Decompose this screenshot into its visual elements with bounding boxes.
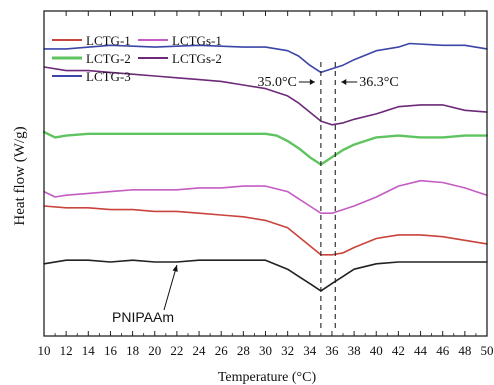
x-tick-label: 10 — [38, 343, 51, 358]
x-tick-label: 42 — [392, 343, 405, 358]
x-tick-label: 36 — [325, 343, 339, 358]
series-line-lctgs-1 — [43, 179, 488, 214]
x-tick-label: 14 — [82, 343, 96, 358]
x-tick-label: 32 — [281, 343, 294, 358]
reference-lines-group: 35.0°C 36.3°C — [257, 62, 399, 328]
series-line-lctg-2 — [42, 130, 489, 166]
legend-label-lctg-2: LCTG-2 — [86, 51, 131, 66]
x-axis-label: Temperature (°C) — [218, 370, 317, 385]
annotation-label: PNIPAAm — [112, 309, 174, 325]
x-tick-label: 26 — [215, 343, 229, 358]
series-line-lctg-1 — [43, 205, 488, 256]
legend-label-lctg-1: LCTG-1 — [86, 33, 131, 48]
x-tick-label: 18 — [126, 343, 139, 358]
y-axis-label: Heat flow (W/g) — [12, 126, 28, 225]
x-tick-label: 44 — [414, 343, 428, 358]
x-tick-label: 40 — [370, 343, 383, 358]
x-tick-label: 30 — [259, 343, 272, 358]
legend-label-lctg-3: LCTG-3 — [86, 69, 131, 84]
x-tick-label: 38 — [348, 343, 361, 358]
annotation-arrowhead — [172, 264, 178, 272]
x-tick-label: 12 — [60, 343, 73, 358]
x-tick-label: 28 — [237, 343, 250, 358]
x-tick-label: 48 — [458, 343, 471, 358]
series-line-pnipaam — [43, 259, 488, 292]
series-group — [42, 42, 489, 292]
annotation-arrow — [163, 264, 178, 311]
reference-arrowhead-1 — [309, 79, 315, 85]
axes-group: 10 12 14 16 18 20 22 24 26 28 30 32 34 36 38 40 42 44 46 48… — [38, 10, 494, 358]
series-line-lctgs-2 — [43, 66, 488, 126]
legend-label-lctgs-2: LCTGs-2 — [172, 51, 222, 66]
x-tick-label: 22 — [170, 343, 183, 358]
reference-label-2: 36.3°C — [359, 75, 398, 90]
annotation-group: PNIPAAm — [112, 264, 178, 325]
x-tick-label: 24 — [193, 343, 207, 358]
x-tick-label: 46 — [436, 343, 450, 358]
x-tick-label: 50 — [481, 343, 494, 358]
legend: LCTG-1 LCTGs-1 LCTG-2 LCTGs-2 LCTG-3 — [52, 33, 222, 84]
x-tick-label: 16 — [104, 343, 118, 358]
reference-label-1: 35.0°C — [257, 75, 296, 90]
series-line-lctg-3 — [43, 42, 488, 74]
legend-label-lctgs-1: LCTGs-1 — [172, 33, 222, 48]
x-tick-label: 34 — [303, 343, 317, 358]
x-tick-label: 20 — [148, 343, 161, 358]
reference-arrowhead-2 — [341, 79, 347, 85]
